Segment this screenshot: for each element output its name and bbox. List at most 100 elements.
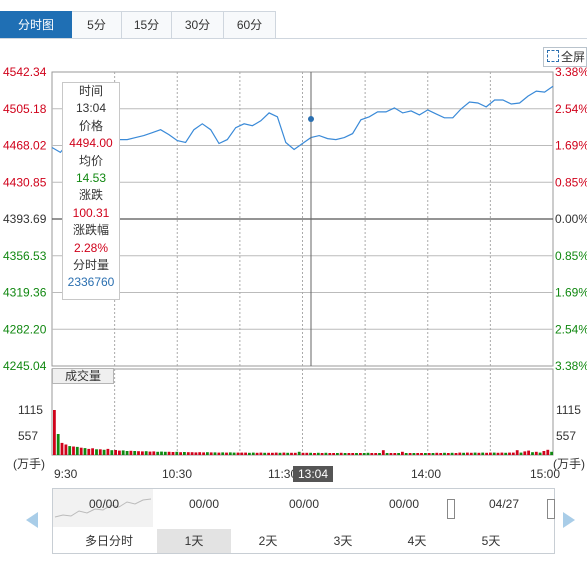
price-tick-label: 4245.04 (3, 359, 47, 373)
volume-bar (378, 453, 381, 455)
volume-bar (152, 451, 156, 455)
time-tick-label: 9:30 (54, 467, 78, 481)
volume-bar (362, 453, 366, 455)
period-tabs: 分时图 5分 15分 30分 60分 (0, 11, 276, 39)
crosshair-time-tag: 13:04 (293, 466, 333, 482)
day-option-1[interactable]: 1天 (157, 529, 231, 553)
volume-tick-label-right: 557 (556, 429, 576, 443)
volume-bar (79, 447, 83, 455)
percent-tick-label: 3.38% (555, 359, 587, 373)
volume-bar (259, 452, 263, 455)
volume-tick-label: 557 (18, 429, 38, 443)
day-option-2[interactable]: 2天 (258, 534, 278, 548)
volume-bar (110, 450, 114, 455)
volume-bar (393, 453, 397, 455)
volume-bar (538, 452, 542, 455)
volume-bar (209, 452, 213, 455)
volume-bar (500, 452, 504, 455)
volume-bar (236, 452, 240, 455)
data-tooltip: 时间 13:04 价格 4494.00 均价 14.53 涨跌 100.31 涨… (62, 82, 120, 300)
navigator-dates: 00/00 00/00 00/00 00/00 04/27 (53, 489, 554, 527)
volume-bar (133, 451, 137, 455)
volume-bar (175, 451, 179, 455)
day-option-multi[interactable]: 多日分时 (84, 534, 133, 548)
percent-tick-label: 0.85% (555, 249, 587, 263)
volume-bar (542, 451, 546, 455)
volume-bar (251, 452, 255, 455)
volume-bar (290, 452, 293, 455)
tooltip-time-label: 时间 (78, 84, 103, 98)
volume-bar (492, 452, 496, 455)
day-option-3[interactable]: 3天 (333, 534, 353, 548)
percent-tick-label: 2.54% (555, 102, 587, 116)
volume-bar (156, 451, 160, 455)
tab-intraday[interactable]: 分时图 (0, 11, 72, 39)
scroll-left-arrow-icon[interactable] (26, 512, 38, 528)
navigator-left-handle[interactable] (447, 499, 455, 519)
day-option-4[interactable]: 4天 (407, 534, 427, 548)
volume-bar (72, 446, 75, 455)
volume-bar (320, 453, 324, 455)
volume-bar (408, 453, 412, 455)
volume-bar (206, 452, 209, 455)
navigator-days: 多日分时 1天 2天 3天 4天 5天 (53, 529, 554, 553)
volume-bar (213, 452, 217, 455)
fullscreen-button[interactable]: 全屏 (543, 47, 587, 67)
volume-bar (385, 453, 389, 455)
volume-bar (263, 452, 267, 455)
volume-unit-label-right: (万手) (553, 457, 585, 471)
volume-bar (435, 452, 439, 455)
volume-bar (221, 452, 225, 455)
volume-bar (163, 451, 167, 455)
volume-tick-label-right: 1115 (556, 403, 581, 417)
navigator-date-4: 00/00 (389, 497, 420, 511)
date-navigator: 00/00 00/00 00/00 00/00 04/27 多日分时 1天 2天… (52, 488, 555, 554)
volume-bar (458, 452, 462, 455)
volume-bars (53, 410, 553, 455)
volume-bar (439, 453, 443, 455)
tab-60min[interactable]: 60分 (224, 11, 276, 39)
price-tick-label: 4430.85 (3, 175, 47, 189)
navigator-right-handle[interactable] (547, 499, 555, 519)
tab-divider (0, 38, 587, 39)
volume-bar (527, 450, 530, 455)
tab-15min[interactable]: 15分 (122, 11, 172, 39)
volume-bar (228, 452, 232, 455)
percent-tick-label: 2.54% (555, 322, 587, 336)
volume-bar (278, 452, 282, 455)
volume-bar (454, 453, 458, 455)
scroll-right-arrow-icon[interactable] (563, 512, 575, 528)
volume-bar (450, 452, 454, 455)
volume-bar (56, 434, 60, 455)
price-tick-label: 4468.02 (3, 139, 47, 153)
volume-bar (286, 452, 290, 455)
day-option-5[interactable]: 5天 (481, 534, 501, 548)
tooltip-change-pct-label: 涨跌幅 (72, 223, 109, 238)
volume-bar (546, 449, 550, 455)
volume-bar (125, 451, 129, 455)
volume-bar (171, 452, 175, 455)
volume-bar (87, 448, 91, 455)
percent-tick-label: 3.38% (555, 65, 587, 79)
volume-bar (91, 448, 94, 455)
tooltip-price-label: 价格 (78, 118, 103, 133)
volume-bar (424, 453, 427, 455)
time-tick-label: 11:30 (268, 467, 297, 481)
volume-bar (309, 452, 312, 455)
volume-bar (186, 452, 190, 455)
volume-bar (427, 453, 431, 455)
volume-bar (118, 450, 121, 455)
volume-bar (366, 452, 370, 455)
volume-bar (271, 452, 274, 455)
volume-bar (255, 452, 259, 455)
navigator-date-2: 00/00 (189, 497, 220, 511)
volume-bar (198, 452, 202, 455)
volume-bar (232, 452, 236, 455)
tooltip-avg-label: 均价 (78, 153, 103, 168)
volume-bar (121, 450, 125, 455)
volume-bar (179, 452, 182, 455)
volume-bar (194, 452, 198, 455)
tab-30min[interactable]: 30分 (172, 11, 224, 39)
volume-bar (534, 451, 538, 455)
